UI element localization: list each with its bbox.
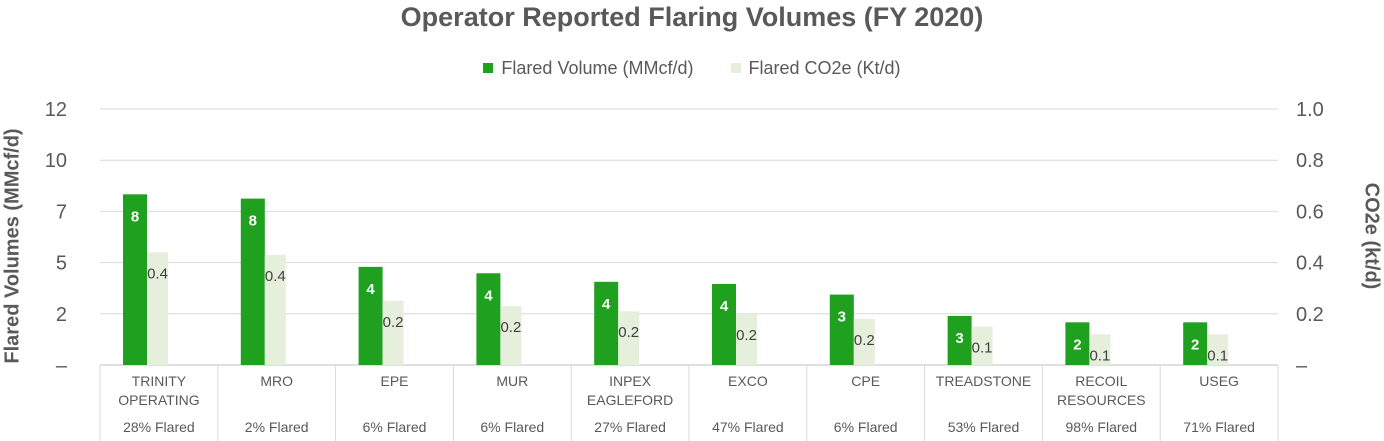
- chart-title: Operator Reported Flaring Volumes (FY 20…: [400, 2, 984, 32]
- data-label-flared-co2e: 0.1: [1207, 347, 1228, 364]
- bar-flared-volume: [1183, 322, 1208, 365]
- data-label-flared-co2e: 0.2: [618, 324, 639, 341]
- x-flared-percent-label: 6% Flared: [363, 419, 427, 435]
- legend-swatch-flared-co2e: [730, 63, 741, 73]
- data-label-flared-volume: 2: [1191, 336, 1199, 353]
- bar-flared-volume: [123, 194, 147, 365]
- data-label-flared-co2e: 0.1: [1089, 347, 1110, 364]
- x-category-label: MRO: [260, 373, 293, 389]
- data-label-flared-co2e: 0.4: [265, 268, 286, 285]
- bar-flared-volume: [240, 198, 265, 365]
- y-tick-label-left: 12: [45, 99, 67, 121]
- bar-flared-co2e: [1089, 334, 1111, 365]
- data-label-flared-co2e: 0.4: [147, 265, 168, 282]
- y-tick-label-left: –: [56, 355, 68, 377]
- x-category-label: RESOURCES: [1057, 392, 1146, 408]
- y-tick-label-right: 0.8: [1296, 150, 1324, 172]
- bar-flared-volume: [594, 281, 619, 365]
- x-flared-percent-label: 98% Flared: [1066, 419, 1138, 435]
- x-category-label: CPE: [851, 373, 880, 389]
- bar-flared-co2e: [264, 254, 286, 365]
- data-label-flared-volume: 4: [366, 281, 375, 298]
- x-category-label: EXCO: [728, 373, 768, 389]
- y-tick-label-right: 1.0: [1296, 99, 1324, 121]
- x-category-label: EAGLEFORD: [587, 392, 673, 408]
- bar-flared-volume: [358, 266, 383, 365]
- bar-flared-volume: [712, 283, 736, 365]
- bar-flared-volume: [947, 315, 972, 365]
- legend: Flared Volume (MMcf/d) Flared CO2e (Kt/d…: [0, 57, 1384, 79]
- data-label-flared-volume: 3: [955, 330, 963, 347]
- data-label-flared-volume: 4: [484, 287, 493, 304]
- legend-label-flared-co2e: Flared CO2e (Kt/d): [748, 57, 901, 78]
- x-category-label: TRINITY: [132, 373, 187, 389]
- data-label-flared-volume: 2: [1073, 336, 1081, 353]
- y-tick-label-left: 2: [56, 304, 67, 326]
- y-tick-label-right: 0.6: [1296, 201, 1324, 223]
- x-flared-percent-label: 2% Flared: [245, 419, 309, 435]
- y-tick-label-left: 7: [56, 201, 67, 223]
- x-category-label: TREADSTONE: [936, 373, 1031, 389]
- bar-flared-co2e: [147, 252, 168, 365]
- bar-flared-co2e: [853, 318, 875, 365]
- legend-item-flared-co2e: Flared CO2e (Kt/d): [730, 57, 901, 79]
- y-tick-label-left: 5: [56, 253, 67, 275]
- bar-flared-volume: [829, 294, 854, 365]
- y-tick-label-left: 10: [45, 150, 67, 172]
- bar-flared-co2e: [971, 326, 993, 365]
- x-category-label: USEG: [1199, 373, 1239, 389]
- bar-flared-co2e: [382, 301, 404, 365]
- bar-flared-volume: [1065, 322, 1090, 365]
- data-label-flared-volume: 8: [249, 213, 257, 230]
- data-label-flared-co2e: 0.2: [736, 327, 757, 344]
- x-category-label: RECOIL: [1075, 373, 1127, 389]
- data-label-flared-co2e: 0.2: [500, 319, 521, 336]
- data-label-flared-co2e: 0.1: [972, 340, 993, 357]
- y-tick-label-right: 0.4: [1296, 253, 1324, 275]
- bar-flared-co2e: [618, 311, 640, 365]
- x-category-label: EPE: [380, 373, 408, 389]
- x-category-label: OPERATING: [118, 392, 199, 408]
- bar-flared-co2e: [736, 313, 757, 365]
- x-flared-percent-label: 6% Flared: [480, 419, 544, 435]
- legend-swatch-flared-volume: [483, 63, 494, 73]
- x-flared-percent-label: 27% Flared: [594, 419, 666, 435]
- bar-flared-volume: [476, 273, 501, 365]
- x-flared-percent-label: 28% Flared: [123, 419, 195, 435]
- x-flared-percent-label: 6% Flared: [834, 419, 898, 435]
- legend-item-flared-volume: Flared Volume (MMcf/d): [483, 58, 693, 79]
- data-label-flared-co2e: 0.2: [854, 332, 875, 349]
- x-flared-percent-label: 47% Flared: [712, 419, 784, 435]
- bar-flared-co2e: [500, 306, 522, 365]
- data-label-flared-volume: 4: [720, 298, 729, 315]
- x-category-label: INPEX: [609, 373, 652, 389]
- y-tick-label-right: 0.2: [1296, 304, 1324, 326]
- data-label-flared-volume: 8: [131, 208, 139, 225]
- x-category-label: MUR: [496, 373, 528, 389]
- bar-flared-co2e: [1207, 334, 1229, 365]
- y-tick-label-right: –: [1296, 355, 1308, 377]
- data-label-flared-co2e: 0.2: [383, 314, 404, 331]
- x-flared-percent-label: 53% Flared: [948, 419, 1020, 435]
- data-label-flared-volume: 4: [602, 296, 611, 313]
- legend-label-flared-volume: Flared Volume (MMcf/d): [501, 57, 694, 78]
- x-flared-percent-label: 71% Flared: [1183, 419, 1255, 435]
- data-label-flared-volume: 3: [838, 309, 846, 326]
